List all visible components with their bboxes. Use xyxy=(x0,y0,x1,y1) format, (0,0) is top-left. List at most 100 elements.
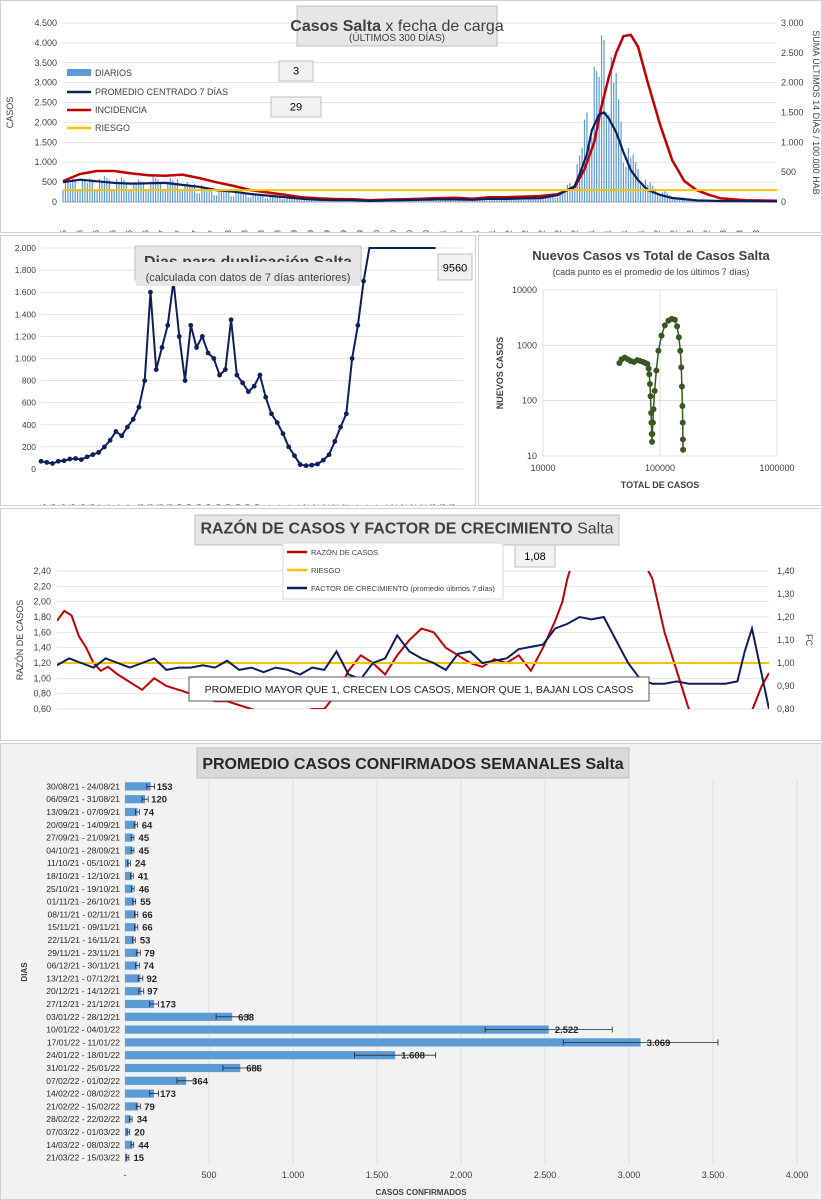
bar xyxy=(125,1089,155,1098)
bar xyxy=(125,1051,396,1060)
y2-tick-label: 3.000 xyxy=(781,18,804,28)
duplicacion-point xyxy=(153,367,159,372)
badge-razon-box xyxy=(514,544,556,568)
daily-bar xyxy=(159,181,162,202)
duplicacion-point xyxy=(303,463,309,469)
daily-bar xyxy=(306,199,308,202)
daily-bar xyxy=(186,182,188,202)
duplicacion-point xyxy=(245,389,251,395)
daily-bar xyxy=(230,196,232,202)
x-tick-label: 6/10 xyxy=(373,739,382,741)
x-tick-label: 5/1 xyxy=(589,739,598,741)
category-label: 14/03/22 - 08/03/22 xyxy=(46,1140,120,1150)
category-label: 25/10/21 - 19/10/21 xyxy=(46,884,120,894)
bar xyxy=(125,948,139,957)
y2-tick-label: 0 xyxy=(781,197,786,207)
daily-bar xyxy=(674,198,676,202)
x-tick-label: 6/10 xyxy=(224,503,233,506)
duplicacion-point xyxy=(38,458,44,464)
x-tick-label: 21/7 xyxy=(117,503,126,506)
x-tick-label: 16/6 xyxy=(109,229,118,233)
daily-bar xyxy=(427,200,430,202)
legend-label: PROMEDIO CENTRADO 7 DÍAS xyxy=(95,87,228,97)
category-label: 27/09/21 - 21/09/21 xyxy=(46,833,120,843)
daily-bar xyxy=(618,99,620,202)
daily-bar xyxy=(479,199,481,202)
x-tick-label: 16/2 xyxy=(689,739,698,741)
y-axis-label: NUEVOS CASOS xyxy=(495,337,505,410)
duplicacion-point xyxy=(338,424,343,430)
daily-bar xyxy=(162,189,164,202)
x-tick-label: 10/11 xyxy=(455,229,464,233)
daily-bar xyxy=(515,198,517,202)
value-label: 79 xyxy=(144,948,155,959)
y-tick-label: 500 xyxy=(42,177,57,187)
duplicacion-point xyxy=(269,411,274,417)
daily-bar xyxy=(201,185,203,202)
category-label: 27/12/21 - 21/12/21 xyxy=(46,999,120,1009)
daily-bar xyxy=(498,199,500,202)
x-tick-label: 25/8 xyxy=(273,739,282,741)
daily-bar xyxy=(298,200,300,202)
daily-bar xyxy=(142,182,145,202)
daily-bar xyxy=(469,200,471,202)
daily-bar xyxy=(420,200,422,202)
x-tick-label: - xyxy=(124,1170,127,1180)
x-tick-label: 2/6 xyxy=(49,503,58,506)
category-label: 20/09/21 - 14/09/21 xyxy=(46,820,120,830)
daily-bar xyxy=(133,182,135,202)
x-tick-label: 11/8 xyxy=(146,503,155,506)
y-tick-label: 1,20 xyxy=(33,658,51,668)
x-tick-label: 3.000 xyxy=(618,1170,641,1180)
note-box xyxy=(188,676,650,702)
daily-bar xyxy=(335,200,337,202)
bar xyxy=(125,1038,641,1047)
bar xyxy=(125,807,138,817)
duplicacion-point xyxy=(343,411,349,417)
x-tick-label: 27/10 xyxy=(423,739,432,741)
category-label: 28/02/22 - 22/02/22 xyxy=(46,1114,120,1124)
daily-bar xyxy=(503,200,505,202)
daily-bar xyxy=(228,190,230,202)
daily-bar xyxy=(135,184,137,202)
y-tick-label: 1.000 xyxy=(34,157,57,167)
x-tick-label: 26/1 xyxy=(380,503,389,506)
value-label: 3.069 xyxy=(647,1038,671,1049)
duplicacion-point xyxy=(84,454,90,460)
bar xyxy=(125,987,142,996)
y-tick-label: 100 xyxy=(522,396,537,406)
daily-bar xyxy=(262,195,264,202)
x-tick-label: 10/11 xyxy=(273,503,282,506)
x-tick-label: 12/1 xyxy=(360,503,369,506)
daily-bar xyxy=(669,195,671,202)
daily-bar xyxy=(596,71,598,203)
scatter-point xyxy=(650,406,657,413)
daily-bar xyxy=(174,182,176,202)
x-tick-label: 7/7 xyxy=(156,739,165,741)
y2-axis-label: FC xyxy=(804,634,814,646)
duplicacion-point xyxy=(119,433,125,439)
x-tick-label: 15/9 xyxy=(323,739,332,741)
x-tick-label: 2/2 xyxy=(390,503,399,506)
x-tick-label: 9/6 xyxy=(58,503,67,506)
y-tick-label: 2,20 xyxy=(33,581,51,591)
daily-bar xyxy=(242,192,244,202)
y-tick-label: 600 xyxy=(22,398,36,408)
daily-bar xyxy=(303,199,305,202)
y-tick-label: 2,00 xyxy=(33,597,51,607)
value-label: 55 xyxy=(140,897,151,908)
duplicacion-point xyxy=(142,378,148,383)
daily-bar xyxy=(213,195,215,202)
y-tick-label: 1,40 xyxy=(33,643,51,653)
value-label: 46 xyxy=(139,884,150,895)
duplicacion-point xyxy=(194,345,199,350)
daily-bar xyxy=(549,196,551,202)
y-tick-label: 10000 xyxy=(512,285,537,295)
chart4-title: RAZÓN DE CASOS Y FACTOR DE CRECIMIENTO S… xyxy=(200,519,613,538)
chart-razon: 0,60 0,80 1,00 1,20 1,40 1,60 1,80 2,00 2,20 2,40… xyxy=(15,514,814,741)
daily-bar xyxy=(496,198,498,202)
value-label: 66 xyxy=(142,910,153,921)
x-tick-label: 29/9 xyxy=(356,739,365,741)
duplicacion-point xyxy=(61,458,67,464)
daily-bar xyxy=(96,189,98,202)
